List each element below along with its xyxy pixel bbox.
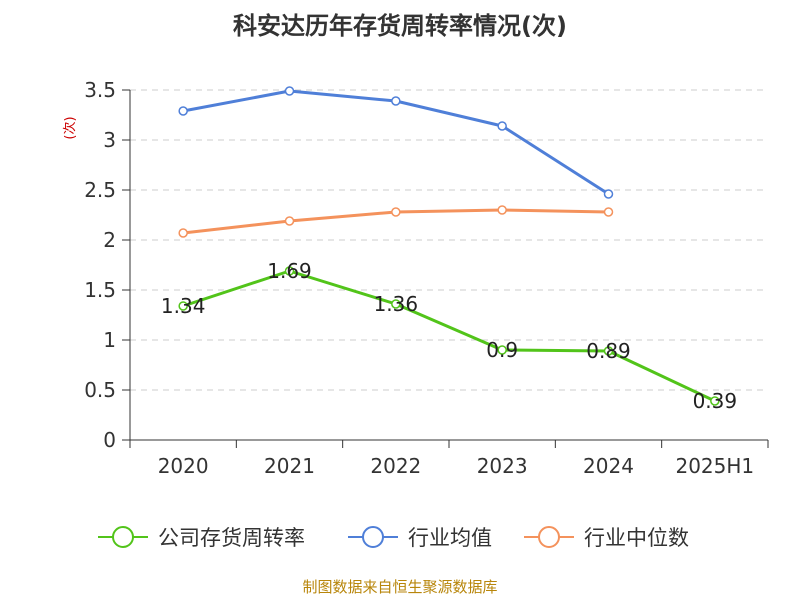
data-label: 0.39 bbox=[693, 389, 738, 413]
series-point-1 bbox=[178, 106, 188, 116]
legend-marker bbox=[538, 526, 560, 548]
x-tick-label: 2023 bbox=[477, 454, 528, 478]
x-tick-label: 2021 bbox=[264, 454, 315, 478]
legend-item-0[interactable]: 公司存货周转率 bbox=[98, 526, 305, 550]
data-label: 0.89 bbox=[586, 339, 631, 363]
series-point-0 bbox=[603, 346, 614, 356]
y-tick-label: 1 bbox=[103, 328, 116, 352]
series-lines bbox=[178, 86, 720, 406]
series-point-2 bbox=[178, 228, 188, 238]
x-tick-label: 2020 bbox=[158, 454, 209, 478]
legend-label: 公司存货周转率 bbox=[158, 526, 305, 550]
legend-marker bbox=[362, 526, 384, 548]
data-label: 1.34 bbox=[161, 294, 206, 318]
legend-label: 行业中位数 bbox=[584, 526, 689, 550]
series-point-2 bbox=[603, 207, 614, 217]
series-point-1 bbox=[603, 189, 614, 199]
legend-item-2[interactable]: 行业中位数 bbox=[524, 526, 689, 550]
series-point-1 bbox=[284, 86, 295, 96]
series-line-1 bbox=[182, 89, 610, 196]
series-point-2 bbox=[497, 205, 507, 215]
legend: 公司存货周转率 行业均值 行业中位数 bbox=[98, 526, 689, 550]
data-label: 0.9 bbox=[486, 338, 518, 362]
x-tick-label: 2025H1 bbox=[675, 454, 754, 478]
series-point-2 bbox=[391, 207, 401, 217]
y-tick-label: 2 bbox=[103, 228, 116, 252]
data-labels: 1.34 1.69 1.36 0.9 0.89 0.39 bbox=[161, 259, 737, 413]
series-point-1 bbox=[391, 96, 401, 106]
source-footer: 制图数据来自恒生聚源数据库 bbox=[302, 578, 497, 596]
data-label: 1.36 bbox=[374, 292, 419, 316]
y-tick-label: 0.5 bbox=[84, 378, 116, 402]
y-tick-label: 0 bbox=[103, 428, 116, 452]
chart-title: 科安达历年存货周转率情况(次) bbox=[233, 12, 567, 40]
y-axis-label: (次) bbox=[62, 116, 78, 139]
y-tick-label: 3.5 bbox=[84, 78, 116, 102]
legend-label: 行业均值 bbox=[408, 526, 492, 550]
series-point-0 bbox=[497, 345, 507, 355]
x-tick-label: 2024 bbox=[583, 454, 634, 478]
series-point-0 bbox=[284, 266, 295, 276]
x-tick-label: 2022 bbox=[370, 454, 421, 478]
series-line-0 bbox=[182, 269, 716, 403]
y-tick-label: 1.5 bbox=[84, 278, 116, 302]
y-tick-label: 3 bbox=[103, 128, 116, 152]
series-point-1 bbox=[497, 121, 507, 131]
data-label: 1.69 bbox=[267, 259, 312, 283]
legend-marker bbox=[112, 526, 134, 548]
series-point-0 bbox=[710, 396, 720, 406]
y-tick-label: 2.5 bbox=[84, 178, 116, 202]
grid-lines bbox=[130, 89, 768, 391]
series-point-2 bbox=[284, 216, 295, 226]
legend-item-1[interactable]: 行业均值 bbox=[348, 526, 492, 550]
axes: 0 0.5 1 1.5 2 2.5 3 3.5 2020 2021 2022 2023 2024 2025… bbox=[84, 78, 769, 478]
series-point-0 bbox=[391, 299, 401, 309]
series-point-0 bbox=[178, 301, 188, 311]
